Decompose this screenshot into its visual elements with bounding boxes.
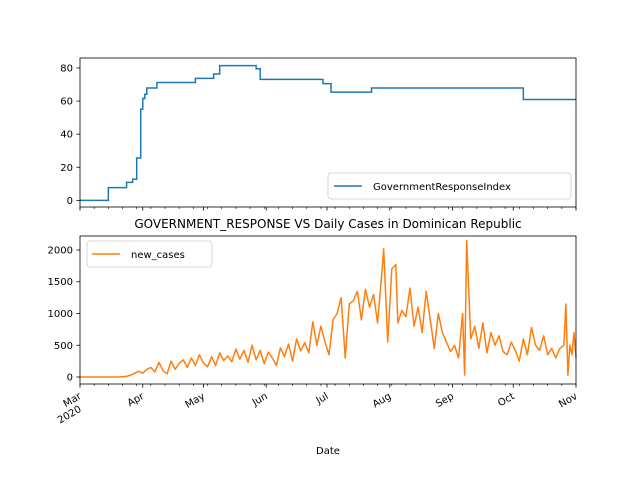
top-legend-label: GovernmentResponseIndex (373, 182, 511, 193)
bottom-y-tick-label: 1000 (48, 309, 73, 320)
top-y-tick-label: 0 (67, 196, 73, 207)
x-axis-title: Date (316, 446, 340, 457)
bottom-chart-title: GOVERNMENT_RESPONSE VS Daily Cases in Do… (134, 217, 521, 231)
top-x-axis-ticks (79, 207, 577, 211)
government-response-index-line (80, 64, 576, 202)
top-chart-government-response: 0 20 40 60 80 GovernmentResponseIndex (60, 57, 577, 211)
top-y-tick-label: 60 (60, 97, 73, 108)
top-y-axis-ticks: 0 20 40 60 80 (60, 63, 80, 207)
bottom-y-tick-label: 2000 (48, 245, 73, 256)
bottom-y-axis-ticks: 0 500 1000 1500 2000 (48, 245, 80, 384)
top-y-tick-label: 40 (60, 130, 73, 141)
top-y-tick-label: 80 (60, 63, 73, 74)
bottom-legend-box (86, 240, 213, 268)
bottom-y-tick-label: 500 (54, 341, 73, 352)
new-cases-line (80, 239, 577, 378)
bottom-y-tick-label: 1500 (48, 277, 73, 288)
bottom-legend: new_cases (86, 240, 213, 268)
bottom-y-tick-label: 0 (67, 373, 73, 384)
top-plot-frame (79, 57, 577, 208)
top-legend-box (327, 172, 572, 200)
bottom-plot-frame (79, 235, 577, 385)
government-response-line-group (80, 64, 576, 202)
bottom-legend-label: new_cases (131, 250, 185, 261)
top-legend: GovernmentResponseIndex (327, 172, 572, 200)
new-cases-line-group (80, 239, 577, 378)
top-y-tick-label: 20 (60, 163, 73, 174)
